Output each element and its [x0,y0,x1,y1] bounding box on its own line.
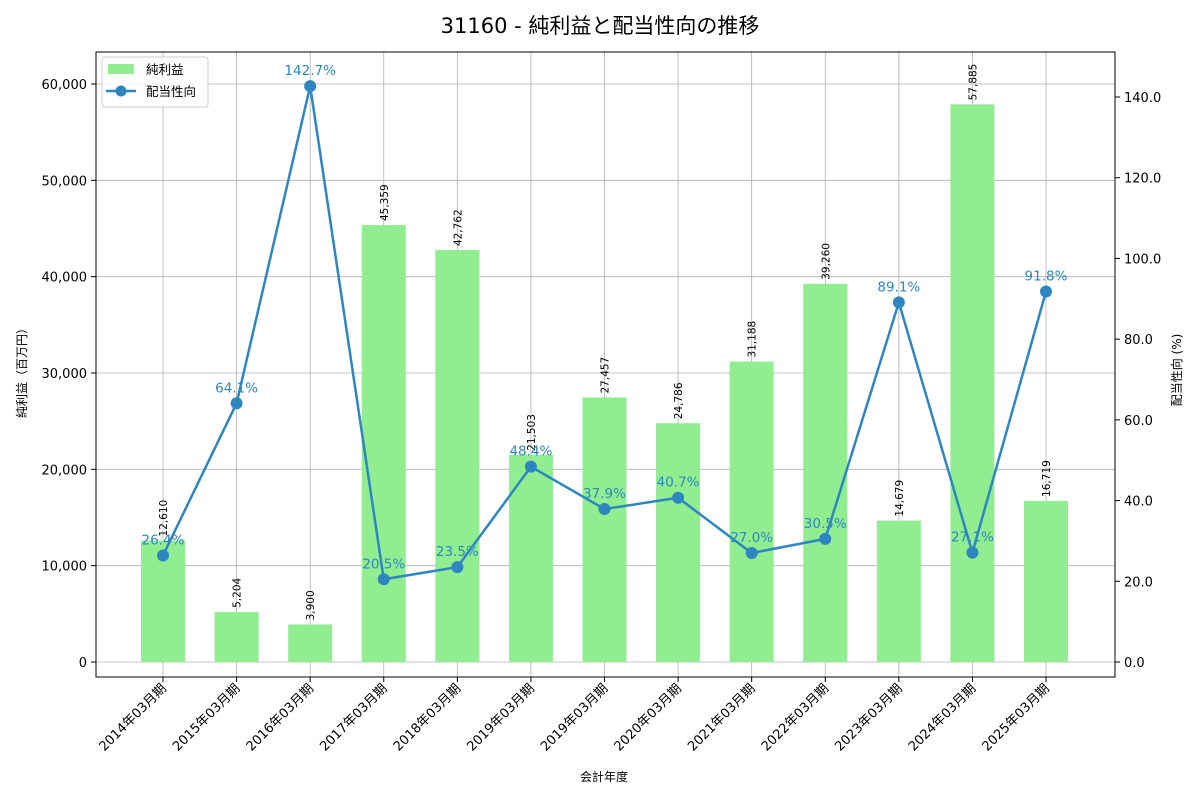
line-marker [1040,285,1052,298]
bar [1024,500,1068,662]
line-value-label: 142.7% [284,63,336,79]
line-value-label: 30.5% [804,516,847,532]
x-tick-label: 2025年03月期 [980,681,1053,754]
line-marker [230,397,243,410]
bar [214,611,259,662]
bar-value-label: 12,610 [158,500,170,537]
x-tick-label: 2022年03月期 [759,681,832,754]
right-y-tick-label: 40.0 [1124,495,1153,510]
line-marker [157,549,169,562]
left-y-axis-label: 純利益（百万円） [15,322,29,418]
bar [656,423,701,662]
bar [876,520,921,662]
bar-value-label: 57,885 [967,64,979,101]
bar [288,624,333,662]
x-axis-ticks: 2014年03月期 2015年03月期 2016年03月期 2017年03月期 2018… [97,677,1053,755]
right-y-tick-label: 140.0 [1124,91,1161,106]
right-y-tick-label: 0.0 [1124,656,1145,671]
x-tick-label: 2019年03月期 [464,681,537,754]
line-marker [745,547,758,560]
bar-value-label: 42,762 [452,209,464,246]
line-marker [672,491,685,504]
line-value-label: 40.7% [657,475,700,491]
plot-frame [95,51,1116,678]
x-tick-label: 2018年03月期 [391,681,464,754]
bar-value-label: 24,786 [673,382,685,419]
line-marker [377,573,390,586]
x-tick-label: 2015年03月期 [170,681,243,754]
line-marker [598,503,611,516]
bar [361,225,406,662]
right-y-tick-label: 80.0 [1124,333,1153,348]
bar-value-label: 31,188 [747,321,759,358]
left-y-tick-label: 30,000 [42,367,88,382]
line-value-label: 20.5% [362,556,405,572]
line-value-label: 37.9% [583,486,626,502]
bars-net-income [141,104,1068,663]
line-payout-ratio [157,80,1052,586]
legend: 純利益 配当性向 [101,56,209,108]
bar [950,104,995,662]
bar [803,283,848,662]
bar-value-label: 39,260 [820,243,832,280]
x-tick-label: 2019年03月期 [538,681,611,754]
line-value-label: 48.4% [509,444,552,460]
right-y-tick-label: 120.0 [1124,172,1161,187]
legend-label-payout-ratio: 配当性向 [146,84,196,99]
line-value-label: 27.0% [730,530,773,546]
bar-value-labels: 12,610 5,204 3,900 45,359 42,762 21,503 27,457… [158,64,1053,621]
right-y-axis-ticks: 0.0 20.0 40.0 60.0 80.0 100.0 120.0 140.0 [1115,91,1161,671]
left-y-tick-label: 60,000 [42,78,88,93]
line-marker [524,460,537,473]
bar-value-label: 14,679 [894,480,906,517]
x-tick-label: 2014年03月期 [97,681,170,754]
x-tick-label: 2021年03月期 [685,681,758,754]
line-marker [819,532,832,545]
bar [582,397,627,662]
x-tick-label: 2016年03月期 [244,681,317,754]
x-tick-label: 2020年03月期 [612,681,685,754]
right-y-tick-label: 60.0 [1124,414,1153,429]
line-value-label: 27.1% [951,530,994,546]
right-y-axis-label: 配当性向 (%) [1169,334,1184,407]
bar-value-label: 5,204 [232,577,244,607]
line-marker [966,546,979,559]
bar-value-label: 21,503 [526,414,538,451]
x-axis-label: 会計年度 [580,769,628,784]
line-value-label: 64.1% [215,380,258,396]
line-marker [304,80,317,93]
line-value-label: 26.4% [142,532,185,548]
left-y-axis-ticks: 0 10,000 20,000 30,000 40,000 50,000 60,000 [42,78,96,671]
line-value-label: 89.1% [877,279,920,295]
left-y-tick-label: 20,000 [42,463,88,478]
line-marker [892,296,905,309]
bar [729,361,774,662]
legend-label-net-income: 純利益 [146,62,184,77]
x-tick-label: 2023年03月期 [832,681,905,754]
line-value-labels: 26.4% 64.1% 142.7% 20.5% 23.5% 48.4% 37.9% 40.7… [142,63,1068,572]
bar [435,250,480,663]
bar-value-label: 16,719 [1041,460,1053,497]
line-value-label: 91.8% [1025,269,1068,285]
left-y-tick-label: 10,000 [42,560,88,575]
left-y-tick-label: 0 [79,656,87,671]
line-marker [451,561,464,574]
legend-bar-swatch [108,64,134,74]
line-value-label: 23.5% [436,544,479,560]
x-tick-label: 2017年03月期 [317,681,390,754]
right-y-tick-label: 100.0 [1124,252,1161,267]
bar-value-label: 27,457 [600,357,612,394]
left-y-tick-label: 50,000 [42,174,88,189]
bar-value-label: 3,900 [305,590,317,620]
left-y-tick-label: 40,000 [42,271,88,286]
x-tick-label: 2024年03月期 [906,681,979,754]
chart-title: 31160 - 純利益と配当性向の推移 [441,14,760,38]
legend-marker-icon [115,85,127,97]
bar [508,454,553,662]
right-y-tick-label: 20.0 [1124,575,1153,590]
bar-value-label: 45,359 [379,184,391,221]
